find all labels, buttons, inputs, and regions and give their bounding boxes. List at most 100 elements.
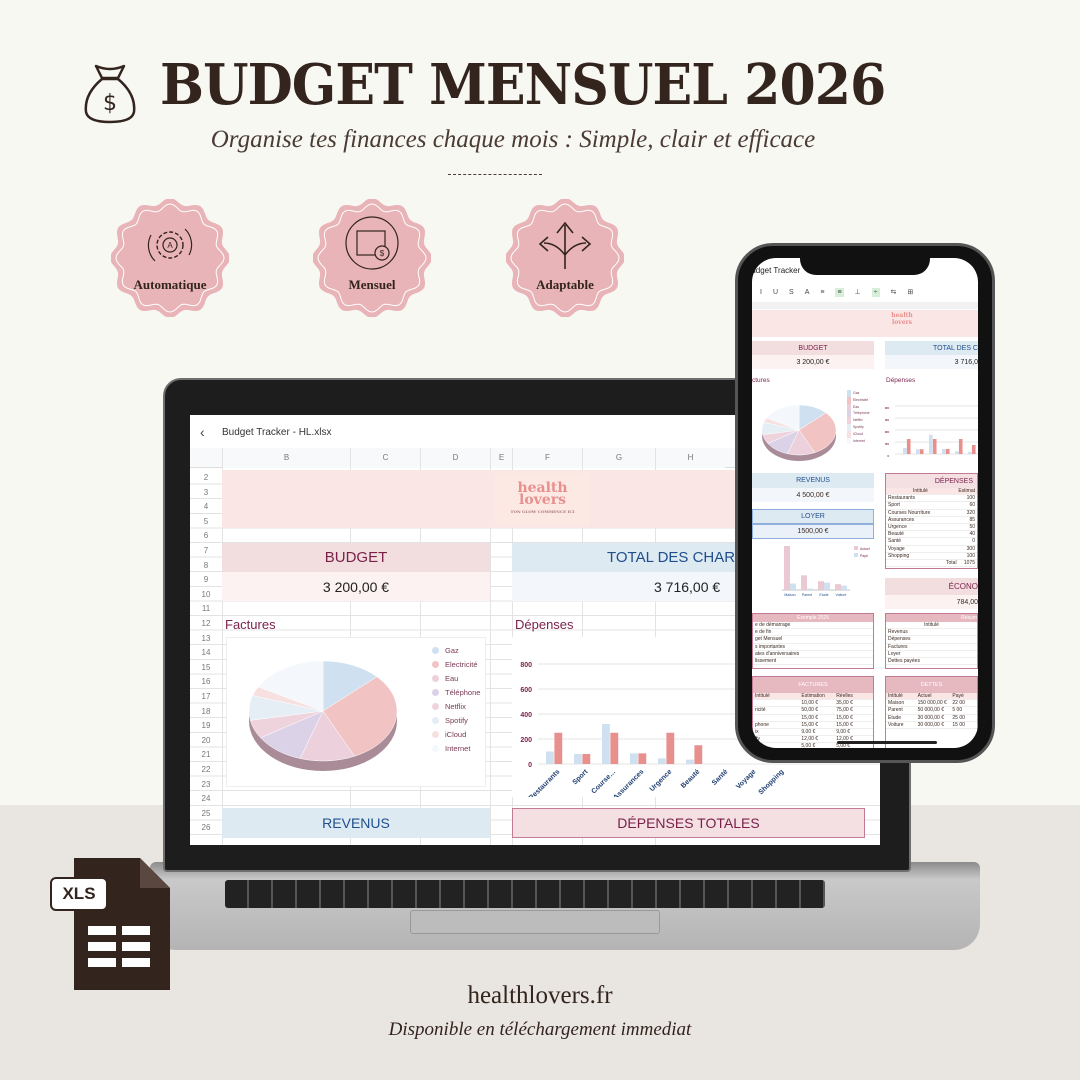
- row-number[interactable]: 6: [203, 531, 209, 541]
- table-header: Intitulé: [913, 488, 928, 494]
- row-number[interactable]: 8: [203, 560, 209, 570]
- column-header-E[interactable]: E: [490, 448, 512, 468]
- legend-label: Téléphone: [445, 687, 481, 697]
- phone-factures-table: FACTURES Intitulé Estimation Réelles 10,00 …: [752, 676, 874, 748]
- scalloped-badge-shape: [313, 199, 431, 317]
- bar-Restaurants-1: [906, 439, 911, 454]
- loyer-legend-label: Payé: [860, 554, 868, 558]
- svg-text:A: A: [167, 241, 173, 250]
- pie-slice-Internet: [766, 404, 800, 431]
- row-number[interactable]: 10: [201, 589, 211, 599]
- row-number[interactable]: 14: [201, 648, 211, 658]
- phone-logo: health lovers: [882, 312, 922, 334]
- row-number[interactable]: 7: [203, 546, 209, 555]
- table-header-row: Intitulé Estimation Réelles: [753, 693, 873, 701]
- table-row: Loyer: [886, 651, 977, 658]
- phone-screen: Budget Tracker I U S A ≡ ≡ ⊥ ÷ ⇆ ⊞ healthlovers B…: [752, 258, 978, 748]
- row-number[interactable]: 19: [201, 721, 211, 731]
- row-number[interactable]: 5: [203, 516, 209, 526]
- row-number[interactable]: 20: [201, 735, 211, 745]
- toolbar-button[interactable]: ≡: [835, 287, 844, 297]
- row-number[interactable]: 13: [201, 633, 211, 643]
- bar-canvas: 0 200 400 600 800 Restaurants Sport Course…Assu…: [520, 662, 880, 797]
- row-number[interactable]: 25: [201, 808, 211, 818]
- toolbar-button[interactable]: I: [760, 288, 762, 296]
- legend-label: Gaz: [445, 645, 459, 655]
- total-value: 1075: [963, 559, 975, 566]
- phone-revenus-label: REVENUS: [752, 473, 874, 488]
- phone-budget-value: 3 200,00 €: [752, 355, 874, 369]
- table-cell: Shopping: [888, 552, 910, 559]
- legend-item: Internet: [432, 741, 480, 755]
- table-cell: 50,00 €: [801, 707, 819, 714]
- row-number[interactable]: 4: [203, 502, 209, 512]
- row-number[interactable]: 22: [201, 765, 211, 774]
- toolbar-button[interactable]: ≡: [820, 288, 825, 296]
- table-cell: Restaurants: [888, 495, 915, 502]
- row-number[interactable]: 2: [203, 473, 209, 482]
- phone-depenses-label: Dépenses: [886, 377, 916, 384]
- table-header-row: Intitulé Actuel Payé: [886, 693, 977, 701]
- loyer-legend-swatch: [854, 553, 858, 557]
- column-header-B[interactable]: B: [222, 448, 350, 468]
- row-number[interactable]: 12: [201, 619, 211, 628]
- table-header: Intitulé: [888, 693, 903, 699]
- budget-value[interactable]: 3 200,00 €: [222, 572, 490, 601]
- row-number[interactable]: 26: [201, 823, 211, 833]
- column-header-C[interactable]: C: [350, 448, 420, 468]
- row-number[interactable]: 16: [201, 677, 211, 687]
- toolbar-button[interactable]: S: [789, 288, 794, 296]
- toolbar-button[interactable]: U: [772, 288, 779, 296]
- y-tick-label: 800: [885, 406, 889, 410]
- x-tick-label: Urgence: [649, 768, 674, 793]
- footer-url[interactable]: healthlovers.fr: [467, 982, 613, 1009]
- row-number[interactable]: 24: [201, 794, 211, 804]
- table-cell: 15,00 €: [801, 714, 819, 721]
- footer-note: Disponible en téléchargement immediat: [388, 1019, 692, 1040]
- table-cell: 12,00 €: [801, 736, 819, 743]
- column-header-G[interactable]: G: [582, 448, 655, 468]
- xls-label: XLS: [62, 884, 96, 903]
- toolbar-button[interactable]: ÷: [871, 287, 880, 297]
- row-number[interactable]: 17: [201, 692, 211, 701]
- column-header-D[interactable]: D: [420, 448, 490, 468]
- phone-pie-legend: Gaz Electricité Eau Téléphone Netflix Spotify…: [847, 390, 870, 445]
- y-tick-label: 200: [885, 442, 889, 446]
- pie-legend: Gaz Electricité Eau Téléphone Netflix Spotify…: [432, 643, 480, 755]
- svg-text:$: $: [103, 91, 117, 116]
- row-number[interactable]: 3: [203, 487, 209, 497]
- toolbar-button[interactable]: ⊥: [854, 289, 861, 296]
- table-row: Courses Nourriture 320: [886, 510, 977, 517]
- row-number[interactable]: 21: [201, 750, 211, 760]
- toolbar-button[interactable]: ⇆: [890, 289, 897, 296]
- table-row: 15,00 € 15,00 €: [753, 715, 873, 722]
- table-total-row: Total 1075: [886, 559, 977, 568]
- row-number[interactable]: 15: [201, 662, 211, 672]
- column-header-F[interactable]: F: [512, 448, 582, 468]
- bar-Assurances-0: [942, 448, 946, 454]
- table-cell: [755, 743, 801, 748]
- split-arrows-icon: [538, 221, 592, 269]
- bar-Beauté-1: [971, 445, 976, 454]
- row-number[interactable]: 11: [201, 604, 211, 614]
- toolbar-button[interactable]: A: [804, 288, 810, 296]
- column-header-H[interactable]: H: [655, 448, 725, 468]
- bar-Restaurants-0: [546, 751, 554, 764]
- factures-pie-chart: Gaz Electricité Eau Téléphone Netflix Spotify…: [226, 637, 486, 787]
- toolbar-button[interactable]: ⊞: [907, 289, 914, 296]
- pie-canvas: [248, 660, 398, 771]
- back-icon[interactable]: ‹: [200, 424, 205, 440]
- row-number[interactable]: 23: [201, 779, 211, 789]
- phone-charges-value: 3 716,0: [885, 355, 978, 369]
- phone-dettes-title: DETTES: [886, 677, 977, 693]
- table-cell: 5 00: [952, 707, 963, 714]
- table-row: Assurances 85: [886, 517, 977, 524]
- phone-budget-label: BUDGET: [752, 341, 874, 355]
- row-number[interactable]: 18: [201, 706, 211, 716]
- row-number[interactable]: 9: [203, 575, 209, 585]
- table-row: lissement: [753, 658, 873, 666]
- logo-line-2: lovers: [891, 319, 913, 326]
- table-row: ix 9,00 € 9,00 €: [753, 729, 873, 737]
- phone-legend-item: Electricité: [847, 396, 870, 404]
- table-cell: 300: [966, 545, 975, 552]
